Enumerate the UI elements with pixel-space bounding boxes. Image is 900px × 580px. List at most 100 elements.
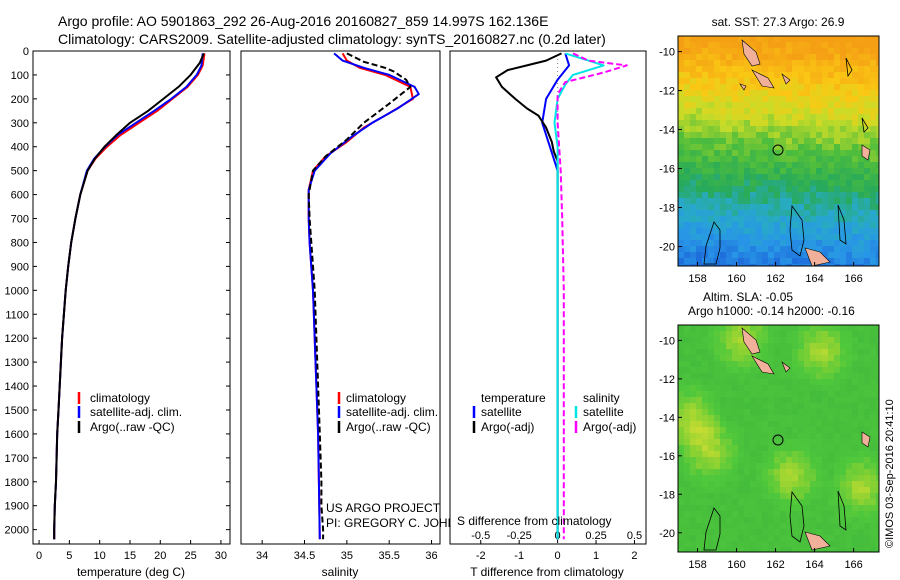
sla-cell xyxy=(840,367,847,374)
sst-cell xyxy=(834,156,841,163)
sst-cell xyxy=(720,108,727,115)
sla-cell xyxy=(786,325,793,332)
sla-cell xyxy=(732,445,739,452)
legend-title-temperature: temperature xyxy=(481,391,546,405)
sst-cell xyxy=(684,48,691,55)
sla-cell xyxy=(846,439,853,446)
sla-cell xyxy=(786,481,793,488)
sla-cell xyxy=(726,343,733,350)
sst-cell xyxy=(750,228,757,235)
sst-cell xyxy=(852,204,859,211)
sst-cell xyxy=(858,246,865,253)
sst-cell xyxy=(810,156,817,163)
sla-cell xyxy=(768,475,775,482)
sst-cell xyxy=(744,66,751,73)
sst-cell xyxy=(684,126,691,133)
sst-cell xyxy=(690,228,697,235)
sst-cell xyxy=(768,126,775,133)
depth-tick-label: 1900 xyxy=(5,501,29,513)
sst-cell xyxy=(822,54,829,61)
sla-cell xyxy=(738,469,745,476)
sla-cell xyxy=(684,349,691,356)
sla-cell xyxy=(816,433,823,440)
depth-tick-label: 1200 xyxy=(5,333,29,345)
sla-cell xyxy=(756,445,763,452)
sst-cell xyxy=(696,72,703,79)
sst-cell xyxy=(876,36,879,43)
sst-cell xyxy=(846,156,853,163)
sst-cell xyxy=(774,42,781,49)
sla-cell xyxy=(678,517,685,524)
argo-position-marker xyxy=(772,144,784,156)
sla-cell xyxy=(870,481,877,488)
sla-cell xyxy=(738,397,745,404)
sst-cell xyxy=(846,222,853,229)
sla-cell xyxy=(858,445,865,452)
sla-cell xyxy=(816,409,823,416)
sla-cell xyxy=(690,355,697,362)
sla-cell xyxy=(678,385,685,392)
sst-cell xyxy=(840,210,847,217)
sla-cell xyxy=(762,487,769,494)
sla-cell xyxy=(810,367,817,374)
sst-cell xyxy=(822,234,829,241)
sla-cell xyxy=(684,355,691,362)
sla-cell xyxy=(762,409,769,416)
sst-cell xyxy=(816,108,823,115)
sst-cell xyxy=(876,108,879,115)
sst-cell xyxy=(828,222,835,229)
sla-cell xyxy=(780,529,787,536)
sst-cell xyxy=(756,168,763,175)
sst-cell xyxy=(744,240,751,247)
sst-cell xyxy=(792,228,799,235)
sst-cell xyxy=(714,228,721,235)
x-tick-label: 0.25 xyxy=(585,530,606,542)
sla-cell xyxy=(876,433,879,440)
sla-cell xyxy=(834,421,841,428)
sla-cell xyxy=(714,403,721,410)
sst-cell xyxy=(834,78,841,85)
sla-cell xyxy=(822,355,829,362)
sst-cell xyxy=(858,108,865,115)
sst-cell xyxy=(816,234,823,241)
sst-cell xyxy=(852,60,859,67)
sst-cell xyxy=(828,120,835,127)
sla-map-title-2: Argo h1000: -0.14 h2000: -0.16 xyxy=(688,304,855,318)
sla-cell xyxy=(738,535,745,542)
sla-cell xyxy=(840,523,847,530)
sst-cell xyxy=(768,102,775,109)
sst-cell xyxy=(822,60,829,67)
sst-cell xyxy=(870,78,877,85)
sst-cell xyxy=(750,78,757,85)
sst-cell xyxy=(744,108,751,115)
sst-cell xyxy=(756,228,763,235)
sla-cell xyxy=(810,397,817,404)
sst-cell xyxy=(822,264,829,266)
sst-cell xyxy=(852,234,859,241)
sst-cell xyxy=(834,132,841,139)
sla-cell xyxy=(684,505,691,512)
sst-cell xyxy=(732,174,739,181)
sla-cell xyxy=(714,361,721,368)
sst-cell xyxy=(720,222,727,229)
sst-cell xyxy=(798,54,805,61)
sla-cell xyxy=(690,367,697,374)
sst-cell xyxy=(810,162,817,169)
sst-cell xyxy=(684,162,691,169)
sst-cell xyxy=(720,42,727,49)
sla-cell xyxy=(768,469,775,476)
sst-cell xyxy=(852,240,859,247)
sla-cell xyxy=(726,373,733,380)
sst-cell xyxy=(678,252,685,259)
sla-cell xyxy=(708,373,715,380)
sst-cell xyxy=(696,252,703,259)
sla-cell xyxy=(690,505,697,512)
sst-cell xyxy=(690,198,697,205)
sla-cell xyxy=(780,457,787,464)
sst-cell xyxy=(762,138,769,145)
sla-cell xyxy=(744,511,751,518)
sst-cell xyxy=(858,240,865,247)
sla-cell xyxy=(690,349,697,356)
sla-cell xyxy=(690,493,697,500)
sst-cell xyxy=(684,192,691,199)
